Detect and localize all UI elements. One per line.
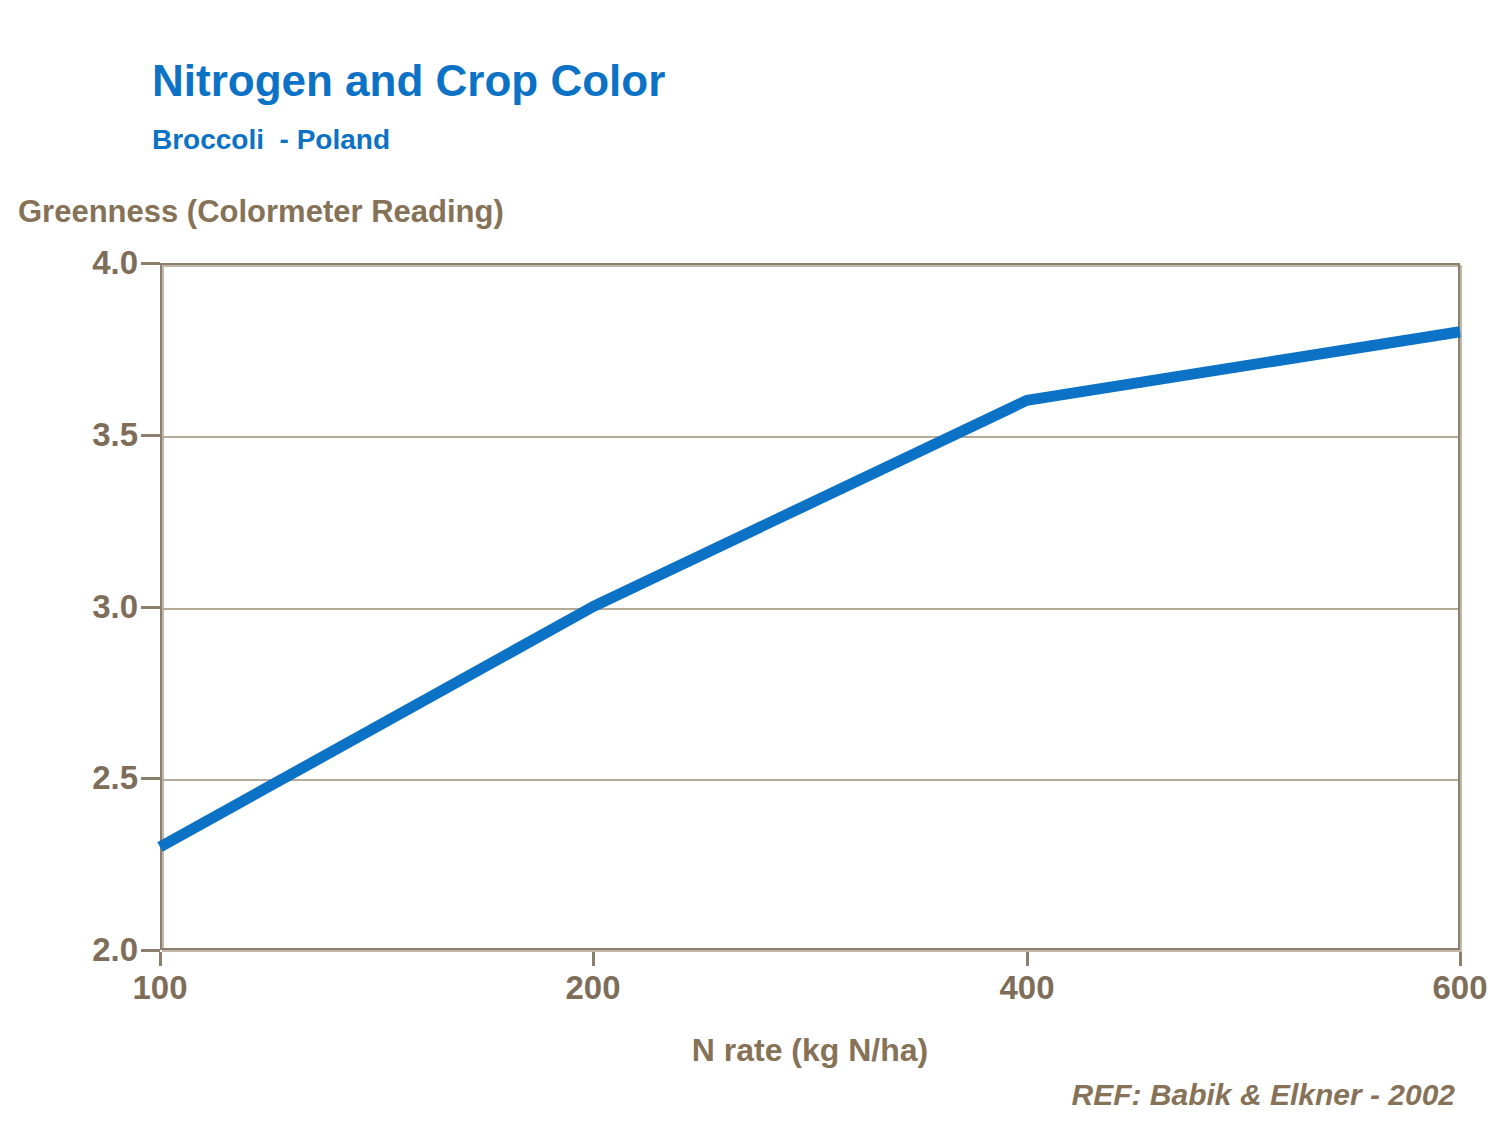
page-title: Nitrogen and Crop Color: [152, 58, 665, 104]
x-tick-mark: [1026, 952, 1029, 966]
y-tick-mark: [141, 949, 160, 952]
greenness-line-chart: [160, 263, 1460, 950]
y-axis-title: Greenness (Colormeter Reading): [18, 194, 504, 230]
reference-note: REF: Babik & Elkner - 2002: [455, 1078, 1455, 1112]
y-tick-label: 3.5: [18, 415, 138, 455]
slide: Nitrogen and Crop Color Broccoli - Polan…: [0, 0, 1500, 1125]
y-tick-label: 2.0: [18, 930, 138, 970]
x-tick-label: 100: [90, 968, 230, 1008]
x-axis-title: N rate (kg N/ha): [160, 1032, 1460, 1069]
y-tick-label: 3.0: [18, 587, 138, 627]
y-tick-mark: [141, 777, 160, 780]
x-tick-mark: [592, 952, 595, 966]
x-tick-label: 600: [1390, 968, 1500, 1008]
y-tick-mark: [141, 606, 160, 609]
y-tick-mark: [141, 262, 160, 265]
y-tick-label: 2.5: [18, 758, 138, 798]
greenness-data-line: [160, 332, 1460, 847]
y-tick-mark: [141, 434, 160, 437]
x-tick-label: 200: [523, 968, 663, 1008]
y-tick-label: 4.0: [18, 243, 138, 283]
page-subtitle: Broccoli - Poland: [152, 124, 390, 156]
x-tick-mark: [1459, 952, 1462, 966]
x-tick-label: 400: [957, 968, 1097, 1008]
x-tick-mark: [159, 952, 162, 966]
